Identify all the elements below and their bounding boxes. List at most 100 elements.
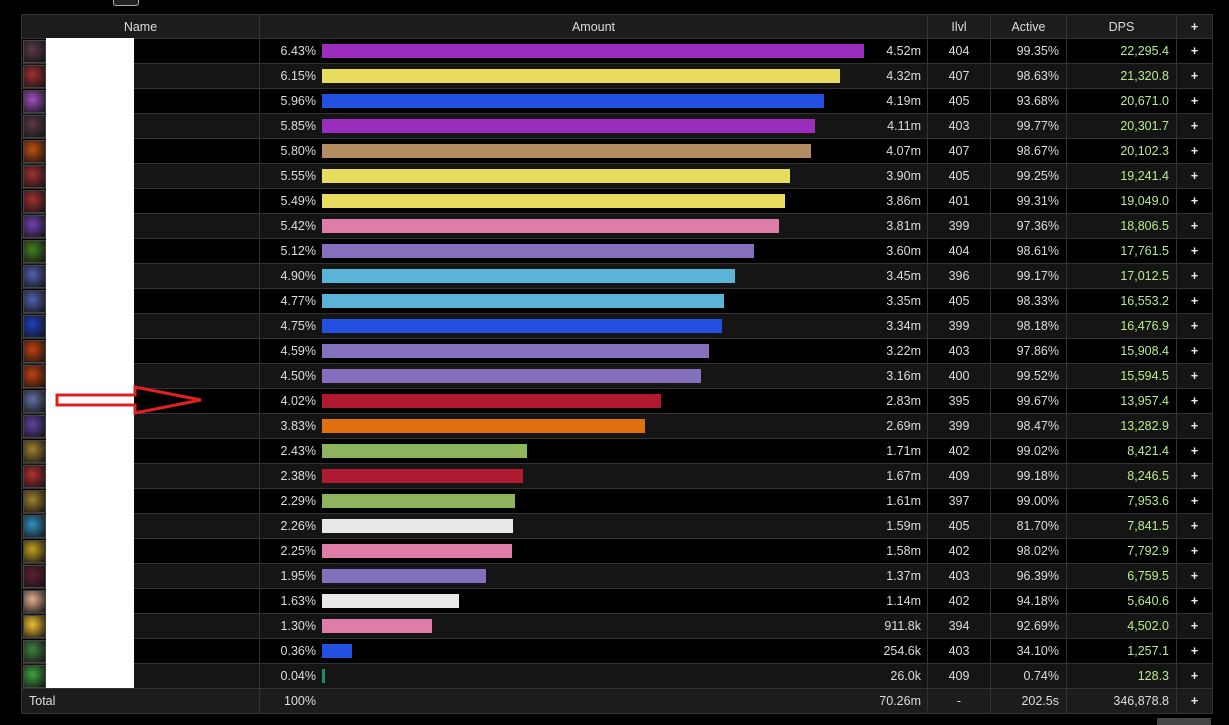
expand-row-button[interactable]: + bbox=[1176, 238, 1213, 264]
damage-amount: 3.16m bbox=[886, 369, 921, 383]
expand-row-button[interactable]: + bbox=[1176, 213, 1213, 239]
expand-row-button[interactable]: + bbox=[1176, 488, 1213, 514]
active-percent: 99.00% bbox=[990, 488, 1067, 514]
damage-amount: 3.90m bbox=[886, 169, 921, 183]
player-row[interactable]: 6.15% 4.32m 407 98.63% 21,320.8 + bbox=[21, 63, 1213, 89]
damage-bar bbox=[322, 569, 487, 583]
expand-row-button[interactable]: + bbox=[1176, 363, 1213, 389]
column-header-amount[interactable]: Amount bbox=[259, 14, 928, 39]
expand-row-button[interactable]: + bbox=[1176, 113, 1213, 139]
damage-percent: 2.26% bbox=[280, 519, 316, 533]
player-row[interactable]: 6.43% 4.52m 404 99.35% 22,295.4 + bbox=[21, 38, 1213, 64]
player-row[interactable]: 2.26% 1.59m 405 81.70% 7,841.5 + bbox=[21, 513, 1213, 539]
expand-row-button[interactable]: + bbox=[1176, 438, 1213, 464]
top-button[interactable] bbox=[113, 0, 139, 6]
player-row[interactable]: 2.25% 1.58m 402 98.02% 7,792.9 + bbox=[21, 538, 1213, 564]
player-row[interactable]: 5.85% 4.11m 403 99.77% 20,301.7 + bbox=[21, 113, 1213, 139]
total-percent: 100% bbox=[284, 694, 316, 708]
player-row[interactable]: 4.59% 3.22m 403 97.86% 15,908.4 + bbox=[21, 338, 1213, 364]
expand-row-button[interactable]: + bbox=[1176, 388, 1213, 414]
dps-value: 20,102.3 bbox=[1066, 138, 1177, 164]
damage-amount: 1.58m bbox=[886, 544, 921, 558]
player-row[interactable]: 5.49% 3.86m 401 99.31% 19,049.0 + bbox=[21, 188, 1213, 214]
expand-row-button[interactable]: + bbox=[1176, 613, 1213, 639]
player-row[interactable]: 5.96% 4.19m 405 93.68% 20,671.0 + bbox=[21, 88, 1213, 114]
expand-row-button[interactable]: + bbox=[1176, 638, 1213, 664]
player-row[interactable]: 0.36% 254.6k 403 34.10% 1,257.1 + bbox=[21, 638, 1213, 664]
spec-icon bbox=[23, 639, 46, 663]
player-row[interactable]: 2.29% 1.61m 397 99.00% 7,953.6 + bbox=[21, 488, 1213, 514]
expand-row-button[interactable]: + bbox=[1176, 263, 1213, 289]
expand-row-button[interactable]: + bbox=[1176, 663, 1213, 689]
expand-row-button[interactable]: + bbox=[1176, 38, 1213, 64]
damage-amount: 3.81m bbox=[886, 219, 921, 233]
expand-row-button[interactable]: + bbox=[1176, 288, 1213, 314]
spec-icon bbox=[23, 64, 46, 88]
player-row[interactable]: 4.02% 2.83m 395 99.67% 13,957.4 + bbox=[21, 388, 1213, 414]
expand-row-button[interactable]: + bbox=[1176, 513, 1213, 539]
player-row[interactable]: 5.42% 3.81m 399 97.36% 18,806.5 + bbox=[21, 213, 1213, 239]
player-row[interactable]: 1.95% 1.37m 403 96.39% 6,759.5 + bbox=[21, 563, 1213, 589]
dps-value: 5,640.6 bbox=[1066, 588, 1177, 614]
column-header-name[interactable]: Name bbox=[21, 14, 260, 39]
player-row[interactable]: 0.04% 26.0k 409 0.74% 128.3 + bbox=[21, 663, 1213, 689]
damage-bar bbox=[322, 594, 460, 608]
player-row[interactable]: 4.77% 3.35m 405 98.33% 16,553.2 + bbox=[21, 288, 1213, 314]
spec-icon bbox=[23, 339, 46, 363]
expand-row-button[interactable]: + bbox=[1176, 138, 1213, 164]
expand-row-button[interactable]: + bbox=[1176, 588, 1213, 614]
active-percent: 99.18% bbox=[990, 463, 1067, 489]
expand-row-button[interactable]: + bbox=[1176, 413, 1213, 439]
add-column-button[interactable]: + bbox=[1176, 14, 1213, 39]
item-level: 405 bbox=[927, 513, 991, 539]
player-row[interactable]: 5.55% 3.90m 405 99.25% 19,241.4 + bbox=[21, 163, 1213, 189]
column-header-active[interactable]: Active bbox=[990, 14, 1067, 39]
column-header-ilvl[interactable]: Ilvl bbox=[927, 14, 991, 39]
expand-row-button[interactable]: + bbox=[1176, 538, 1213, 564]
damage-bar bbox=[322, 94, 825, 108]
expand-row-button[interactable]: + bbox=[1176, 563, 1213, 589]
damage-percent: 2.25% bbox=[280, 544, 316, 558]
total-expand-button[interactable]: + bbox=[1176, 688, 1213, 714]
item-level: 404 bbox=[927, 238, 991, 264]
damage-amount: 4.19m bbox=[886, 94, 921, 108]
player-row[interactable]: 1.30% 911.8k 394 92.69% 4,502.0 + bbox=[21, 613, 1213, 639]
damage-amount: 3.22m bbox=[886, 344, 921, 358]
player-row[interactable]: 5.80% 4.07m 407 98.67% 20,102.3 + bbox=[21, 138, 1213, 164]
item-level: 395 bbox=[927, 388, 991, 414]
redacted-names-overlay bbox=[46, 38, 134, 688]
bottom-button[interactable] bbox=[1157, 718, 1211, 725]
expand-row-button[interactable]: + bbox=[1176, 88, 1213, 114]
active-percent: 98.02% bbox=[990, 538, 1067, 564]
damage-percent: 5.80% bbox=[280, 144, 316, 158]
column-header-dps[interactable]: DPS bbox=[1066, 14, 1177, 39]
damage-bar bbox=[322, 644, 353, 658]
damage-percent: 5.49% bbox=[280, 194, 316, 208]
player-row[interactable]: 2.38% 1.67m 409 99.18% 8,246.5 + bbox=[21, 463, 1213, 489]
active-percent: 99.31% bbox=[990, 188, 1067, 214]
player-row[interactable]: 3.83% 2.69m 399 98.47% 13,282.9 + bbox=[21, 413, 1213, 439]
player-row[interactable]: 1.63% 1.14m 402 94.18% 5,640.6 + bbox=[21, 588, 1213, 614]
expand-row-button[interactable]: + bbox=[1176, 463, 1213, 489]
damage-bar bbox=[322, 119, 816, 133]
spec-icon bbox=[23, 89, 46, 113]
damage-percent: 6.15% bbox=[280, 69, 316, 83]
dps-value: 18,806.5 bbox=[1066, 213, 1177, 239]
player-row[interactable]: 2.43% 1.71m 402 99.02% 8,421.4 + bbox=[21, 438, 1213, 464]
player-row[interactable]: 4.75% 3.34m 399 98.18% 16,476.9 + bbox=[21, 313, 1213, 339]
dps-value: 22,295.4 bbox=[1066, 38, 1177, 64]
expand-row-button[interactable]: + bbox=[1176, 338, 1213, 364]
expand-row-button[interactable]: + bbox=[1176, 188, 1213, 214]
spec-icon bbox=[23, 389, 46, 413]
player-row[interactable]: 4.90% 3.45m 396 99.17% 17,012.5 + bbox=[21, 263, 1213, 289]
damage-percent: 1.30% bbox=[280, 619, 316, 633]
expand-row-button[interactable]: + bbox=[1176, 63, 1213, 89]
expand-row-button[interactable]: + bbox=[1176, 163, 1213, 189]
damage-bar bbox=[322, 619, 432, 633]
damage-meter-table: Name Amount Ilvl Active DPS + 6.43% 4.52m… bbox=[21, 14, 1213, 714]
dps-value: 7,841.5 bbox=[1066, 513, 1177, 539]
spec-icon bbox=[23, 264, 46, 288]
expand-row-button[interactable]: + bbox=[1176, 313, 1213, 339]
player-row[interactable]: 5.12% 3.60m 404 98.61% 17,761.5 + bbox=[21, 238, 1213, 264]
player-name-cell[interactable] bbox=[21, 113, 260, 139]
